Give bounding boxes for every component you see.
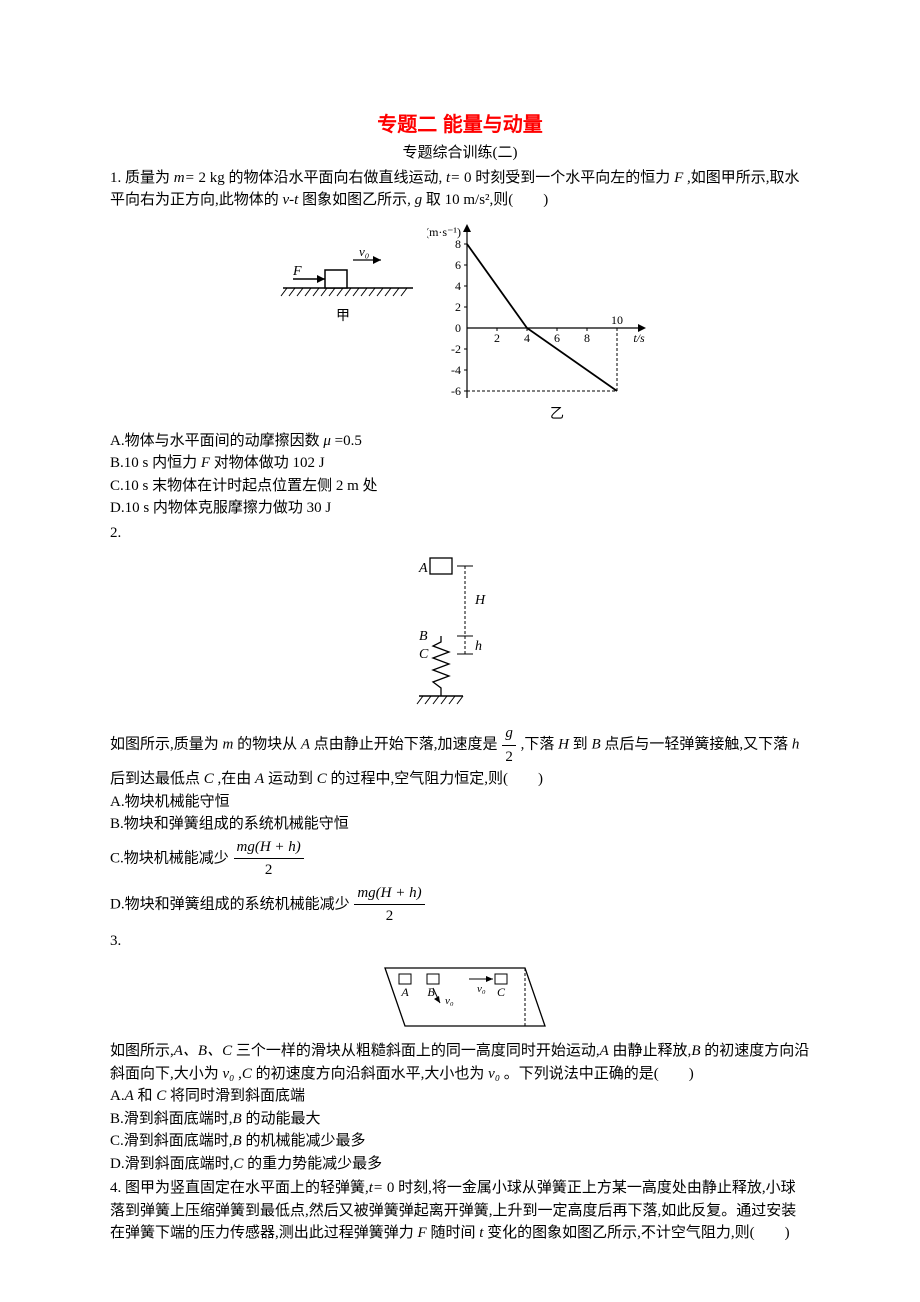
- q2-g2-frac: g 2: [502, 722, 516, 768]
- q1-opt-D: D.10 s 内物体克服摩擦力做功 30 J: [110, 497, 810, 520]
- page-subtitle: 专题综合训练(二): [110, 142, 810, 165]
- svg-text:6: 6: [455, 258, 461, 272]
- q3-opt-D: D.滑到斜面底端时,C 的重力势能减少最多: [110, 1153, 810, 1176]
- q1-vt: v-t: [283, 192, 299, 208]
- svg-text:6: 6: [554, 331, 560, 345]
- svg-text:v₀: v₀: [477, 983, 486, 995]
- svg-text:2: 2: [455, 300, 461, 314]
- q2-figure: A H B C h: [110, 550, 810, 720]
- q3-opt-B: B.滑到斜面底端时,B 的动能最大: [110, 1108, 810, 1131]
- q1-xlabel: t/s: [633, 331, 645, 345]
- question-4: 4. 图甲为竖直固定在水平面上的轻弹簧,t= 0 时刻,将一金属小球从弹簧正上方…: [110, 1177, 810, 1245]
- q1-fig1-v0: v₀: [359, 244, 369, 259]
- q3-opt-A: A.A 和 C 将同时滑到斜面底端: [110, 1085, 810, 1108]
- q1-fig1-cap: 甲: [336, 309, 350, 324]
- svg-text:0: 0: [455, 321, 461, 335]
- q1-opt-B: B.10 s 内恒力 F 对物体做功 102 J: [110, 452, 810, 475]
- q1-mval: 2 kg 的物体沿水平面向右做直线运动,: [198, 170, 442, 186]
- svg-text:C: C: [419, 647, 429, 662]
- q1-fig2-cap: 乙: [550, 406, 564, 422]
- svg-text:8: 8: [584, 331, 590, 345]
- svg-text:C: C: [497, 985, 506, 999]
- svg-text:v₀: v₀: [445, 995, 454, 1007]
- q1-t: t=: [446, 170, 460, 186]
- q1-fig-jia: F v₀ 甲: [263, 218, 423, 328]
- svg-text:4: 4: [524, 331, 530, 345]
- q1-number: 1.: [110, 170, 121, 186]
- q1-figures: F v₀ 甲 v/(m·s⁻¹) 8 6 4 2 0 -2 -4 -6: [110, 218, 810, 428]
- q3-opt-C: C.滑到斜面底端时,B 的机械能减少最多: [110, 1130, 810, 1153]
- svg-text:H: H: [474, 593, 486, 608]
- q1-opt-C: C.10 s 末物体在计时起点位置左侧 2 m 处: [110, 475, 810, 498]
- question-1: 1. 质量为 m= 2 kg 的物体沿水平面向右做直线运动, t= 0 时刻受到…: [110, 167, 810, 212]
- q1-opt-A: A.物体与水平面间的动摩擦因数 μ =0.5: [110, 430, 810, 453]
- q1-tval: 0 时刻受到一个水平向左的恒力: [464, 170, 674, 186]
- svg-text:10: 10: [611, 313, 623, 327]
- svg-text:A: A: [400, 985, 409, 999]
- q3-figure: A B v₀ v₀ C: [110, 958, 810, 1038]
- q1-tail2: 图象如图乙所示,: [302, 192, 411, 208]
- svg-text:A: A: [418, 561, 428, 576]
- svg-text:B: B: [419, 629, 428, 644]
- question-3: 3.: [110, 930, 810, 953]
- question-2: 2.: [110, 522, 810, 545]
- svg-text:-6: -6: [451, 384, 461, 398]
- q1-fig-yi: v/(m·s⁻¹) 8 6 4 2 0 -2 -4 -6 2 4 6 8 10 …: [427, 218, 657, 428]
- q1-fig1-F: F: [292, 264, 302, 279]
- q2-number: 2.: [110, 525, 121, 541]
- q2-opt-A: A.物块机械能守恒: [110, 791, 810, 814]
- svg-text:4: 4: [455, 279, 461, 293]
- q3-stem: 如图所示,A、B、C 三个一样的滑块从粗糙斜面上的同一高度同时开始运动,A 由静…: [110, 1040, 810, 1085]
- q1-m: m=: [174, 170, 195, 186]
- svg-text:B: B: [427, 985, 435, 999]
- q2-opt-B: B.物块和弹簧组成的系统机械能守恒: [110, 813, 810, 836]
- svg-text:8: 8: [455, 237, 461, 251]
- q1-F: F: [674, 170, 683, 186]
- q2-opt-D: D.物块和弹簧组成的系统机械能减少 mg(H + h)2: [110, 882, 810, 928]
- svg-text:-4: -4: [451, 363, 461, 377]
- svg-text:-2: -2: [451, 342, 461, 356]
- q2-stem: 如图所示,质量为 m 的物块从 A 点由静止开始下落,加速度是 g 2 ,下落 …: [110, 722, 810, 791]
- q4-number: 4.: [110, 1180, 121, 1196]
- q1-gval: 取 10 m/s²,则( ): [426, 192, 548, 208]
- q1-g: g: [415, 192, 423, 208]
- q1-text: 质量为: [125, 170, 174, 186]
- svg-text:h: h: [475, 639, 482, 654]
- q2-opt-C: C.物块机械能减少 mg(H + h)2: [110, 836, 810, 882]
- q3-number: 3.: [110, 933, 121, 949]
- svg-text:2: 2: [494, 331, 500, 345]
- page-title: 专题二 能量与动量: [110, 110, 810, 140]
